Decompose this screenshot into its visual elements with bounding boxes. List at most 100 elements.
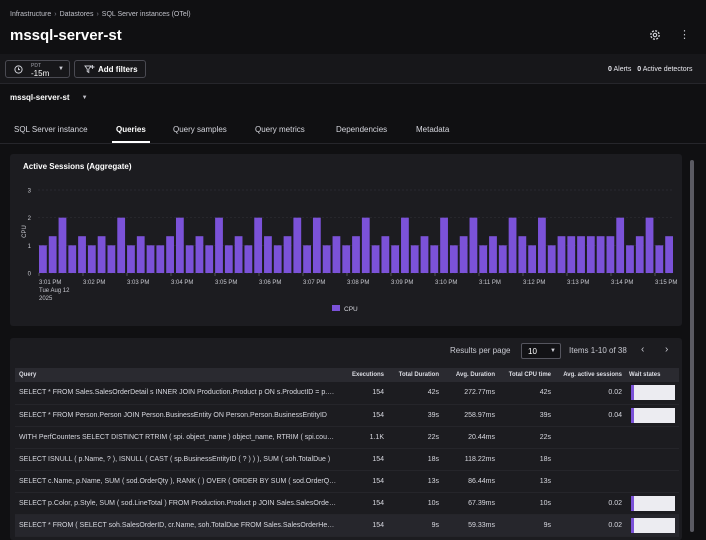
query-cell[interactable]: SELECT * FROM Sales.SalesOrderDetail s I… <box>19 389 340 397</box>
legend-label-cpu: CPU <box>344 306 358 313</box>
table-row[interactable]: SELECT * FROM ( SELECT soh.SalesOrderID,… <box>15 514 679 536</box>
query-cell[interactable]: SELECT p.Color, p.Style, SUM ( sod.LineT… <box>19 499 340 507</box>
cpu-bar <box>596 236 605 273</box>
wait-states-cell <box>625 448 679 470</box>
breadcrumb-sql-server-instances[interactable]: SQL Server instances (OTel) <box>101 11 191 18</box>
avg-sessions-cell: 0.02 <box>608 521 622 529</box>
chevron-down-icon: ▼ <box>58 66 64 72</box>
cpu-bar <box>528 245 537 273</box>
wait-states-bar <box>631 517 675 533</box>
next-page-icon[interactable]: › <box>665 344 669 355</box>
instance-selector-value: mssql-server-st <box>10 93 70 102</box>
table-row[interactable]: SELECT * FROM Person.Person JOIN Person.… <box>15 404 679 426</box>
table-row[interactable]: SELECT c.Name, p.Name, SUM ( sod.OrderQt… <box>15 470 679 492</box>
wait-states-cell <box>625 382 679 404</box>
total-duration-cell: 13s <box>427 477 439 485</box>
cpu-bar <box>244 245 253 273</box>
cpu-bar <box>293 217 302 273</box>
cpu-bar <box>166 236 174 273</box>
tab-query-samples[interactable]: Query samples <box>173 125 227 134</box>
total-cpu-cell: 18s <box>539 455 551 463</box>
x-tick-label: 3:09 PM <box>391 280 413 286</box>
previous-page-icon[interactable]: ‹ <box>641 344 645 355</box>
avg-duration-cell: 272.77ms <box>464 389 495 397</box>
total-cpu-cell: 9s <box>543 521 551 529</box>
x-tick-date-label: Tue Aug 12 <box>39 288 70 294</box>
scrollbar-thumb[interactable] <box>690 160 694 532</box>
instance-selector[interactable]: mssql-server-st ▼ <box>10 93 88 102</box>
active-sessions-chart: 0 1 2 3 CPU 3:01 PM 3:02 PM 3:03 PM 3:04 PM 3:05 … <box>22 189 677 314</box>
cpu-bar <box>459 236 468 273</box>
query-cell[interactable]: SELECT * FROM Person.Person JOIN Person.… <box>19 411 327 419</box>
column-header-avg-active-sessions[interactable]: Avg. active sessions <box>563 372 622 378</box>
cpu-bar <box>606 236 615 273</box>
alerts-summary[interactable]: 0 Alerts 0 Active detectors <box>608 66 693 73</box>
query-cell[interactable]: SELECT ISNULL ( p.Name, ? ), ISNULL ( CA… <box>19 455 331 463</box>
time-range-picker[interactable]: PDT -15m ▼ <box>5 60 70 78</box>
add-filter-icon <box>84 65 95 74</box>
y-tick-label: 2 <box>28 216 32 222</box>
add-filters-button[interactable]: Add filters <box>74 60 146 78</box>
tab-metadata[interactable]: Metadata <box>416 125 450 134</box>
cpu-bar <box>518 236 527 273</box>
x-tick-label: 3:04 PM <box>171 280 193 286</box>
table-row[interactable]: SELECT p.Color, p.Style, SUM ( sod.LineT… <box>15 492 679 514</box>
y-axis-label: CPU <box>22 225 28 238</box>
cpu-bar <box>567 236 576 273</box>
breadcrumb-infrastructure[interactable]: Infrastructure <box>10 11 52 18</box>
total-cpu-cell: 10s <box>539 499 551 507</box>
chart-title: Active Sessions (Aggregate) <box>23 162 132 171</box>
column-header-avg-duration[interactable]: Avg. Duration <box>455 372 495 378</box>
detectors-label: Active detectors <box>642 66 693 73</box>
table-row[interactable]: WITH PerfCounters SELECT DISTINCT RTRIM … <box>15 426 679 448</box>
gear-icon[interactable] <box>648 28 662 42</box>
query-cell[interactable]: SELECT * FROM ( SELECT soh.SalesOrderID,… <box>19 521 340 529</box>
wait-states-cell <box>625 404 679 426</box>
x-tick-label: 3:11 PM <box>479 280 501 286</box>
avg-duration-cell: 118.22ms <box>464 455 495 463</box>
column-header-total-duration[interactable]: Total Duration <box>398 372 439 378</box>
cpu-bar <box>107 245 116 273</box>
x-tick-label: 3:03 PM <box>127 280 149 286</box>
table-row[interactable]: SELECT * FROM Sales.SalesOrderDetail s I… <box>15 382 679 404</box>
cpu-bar <box>410 245 419 273</box>
cpu-bar <box>136 236 145 273</box>
results-per-page-value: 10 <box>528 347 537 356</box>
results-per-page-select[interactable]: 10 ▼ <box>521 343 561 359</box>
breadcrumb-datastores[interactable]: Datastores <box>59 11 94 18</box>
tab-bar: SQL Server instance Queries Query sample… <box>0 118 706 144</box>
tab-queries[interactable]: Queries <box>116 125 146 134</box>
cpu-bar <box>48 236 57 273</box>
chevron-down-icon: ▼ <box>550 348 556 354</box>
tab-dependencies[interactable]: Dependencies <box>336 125 388 134</box>
column-header-total-cpu-time[interactable]: Total CPU time <box>508 372 551 378</box>
executions-cell: 154 <box>372 411 384 419</box>
column-header-query[interactable]: Query <box>19 372 37 378</box>
query-cell[interactable]: WITH PerfCounters SELECT DISTINCT RTRIM … <box>19 433 340 441</box>
cpu-bar <box>616 217 625 273</box>
cpu-bar <box>498 245 507 273</box>
cpu-bar <box>273 245 282 273</box>
cpu-bar <box>127 245 135 273</box>
cpu-bar <box>449 245 458 273</box>
cpu-bar <box>586 236 595 273</box>
avg-duration-cell: 67.39ms <box>468 499 495 507</box>
query-cell[interactable]: SELECT c.Name, p.Name, SUM ( sod.OrderQt… <box>19 477 340 485</box>
tab-sql-server-instance[interactable]: SQL Server instance <box>14 125 88 134</box>
timezone-label: PDT <box>31 63 41 69</box>
table-row[interactable]: SELECT ISNULL ( p.Name, ? ), ISNULL ( CA… <box>15 448 679 470</box>
column-header-executions[interactable]: Executions <box>351 372 384 378</box>
x-tick-label: 3:01 PM <box>39 280 61 286</box>
column-header-wait-states[interactable]: Wait states <box>629 372 661 378</box>
tab-query-metrics[interactable]: Query metrics <box>255 125 305 134</box>
total-duration-cell: 22s <box>427 433 439 441</box>
cpu-bar <box>195 236 204 273</box>
table-header-row: Query Executions Total Duration Avg. Dur… <box>15 368 679 382</box>
x-tick-label: 3:12 PM <box>523 280 545 286</box>
wait-states-bar <box>631 495 675 511</box>
cpu-bar <box>264 236 272 273</box>
x-tick-label: 3:07 PM <box>303 280 325 286</box>
cpu-bar <box>185 245 194 273</box>
more-options-icon[interactable]: ⋮ <box>679 29 690 41</box>
cpu-bar <box>58 217 67 273</box>
